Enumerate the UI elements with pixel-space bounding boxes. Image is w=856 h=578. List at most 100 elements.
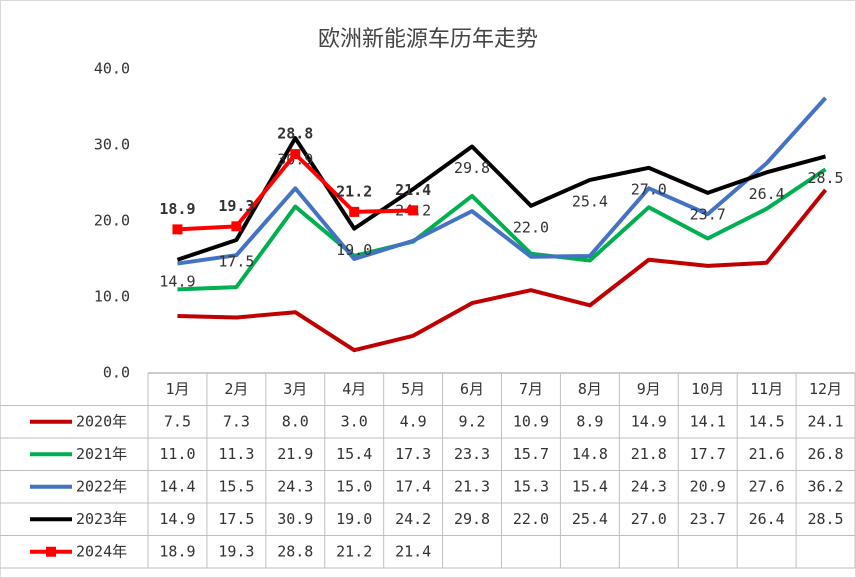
- data-label: 28.8: [277, 125, 313, 143]
- table-cell: 19.3: [218, 542, 254, 560]
- table-cell: 28.5: [807, 510, 843, 528]
- legend-label: 2022年: [76, 477, 127, 495]
- table-cell: 21.2: [336, 542, 372, 560]
- legend-marker: [46, 546, 56, 557]
- table-cell: 15.3: [513, 477, 549, 495]
- table-cell: 14.9: [631, 412, 667, 430]
- x-tick-label: 3月: [283, 380, 307, 398]
- x-tick-label: 2月: [224, 380, 248, 398]
- table-cell: 10.9: [513, 412, 549, 430]
- x-tick-label: 6月: [460, 380, 484, 398]
- x-tick-label: 7月: [519, 380, 543, 398]
- marker: [172, 224, 183, 235]
- table-cell: 11.0: [159, 445, 195, 463]
- data-label: 14.9: [159, 272, 195, 290]
- data-label: 29.8: [454, 159, 490, 177]
- table-cell: 25.4: [572, 510, 608, 528]
- data-label: 17.5: [218, 253, 254, 271]
- table-cell: 7.5: [164, 412, 191, 430]
- x-tick-label: 10月: [691, 380, 724, 398]
- table-cell: 15.4: [336, 445, 372, 463]
- table-cell: 14.5: [749, 412, 785, 430]
- table-cell: 21.4: [395, 542, 431, 560]
- table-cell: 23.7: [690, 510, 726, 528]
- legend-label: 2021年: [76, 445, 127, 463]
- table-cell: 23.3: [454, 445, 490, 463]
- table-cell: 36.2: [807, 477, 843, 495]
- legend-label: 2024年: [76, 542, 127, 560]
- data-label: 22.0: [513, 218, 549, 236]
- data-label: 23.7: [690, 205, 726, 223]
- table-cell: 29.8: [454, 510, 490, 528]
- data-label: 19.0: [336, 241, 372, 259]
- table-cell: 3.0: [341, 412, 368, 430]
- x-tick-label: 12月: [809, 380, 842, 398]
- table-cell: 24.2: [395, 510, 431, 528]
- x-tick-label: 8月: [578, 380, 602, 398]
- table-cell: 15.7: [513, 445, 549, 463]
- data-label: 18.9: [159, 200, 195, 218]
- series-line: [177, 167, 827, 292]
- table-cell: 4.9: [400, 412, 427, 430]
- table-cell: 24.1: [807, 412, 843, 430]
- data-label: 26.4: [749, 185, 785, 203]
- data-label: 21.4: [395, 181, 431, 199]
- table-cell: 8.9: [576, 412, 603, 430]
- table-cell: 15.0: [336, 477, 372, 495]
- x-tick-label: 9月: [637, 380, 661, 398]
- table-cell: 24.3: [631, 477, 667, 495]
- table-cell: 9.2: [458, 412, 485, 430]
- table-cell: 17.4: [395, 477, 431, 495]
- table-cell: 21.3: [454, 477, 490, 495]
- table-cell: 17.5: [218, 510, 254, 528]
- table-cell: 26.4: [749, 510, 785, 528]
- marker: [290, 149, 301, 160]
- table-cell: 28.8: [277, 542, 313, 560]
- table-cell: 14.1: [690, 412, 726, 430]
- table-cell: 15.5: [218, 477, 254, 495]
- table-cell: 20.9: [690, 477, 726, 495]
- table-cell: 22.0: [513, 510, 549, 528]
- y-tick-label: 10.0: [94, 288, 130, 306]
- marker: [408, 205, 419, 216]
- table-cell: 14.8: [572, 445, 608, 463]
- x-tick-label: 5月: [401, 380, 425, 398]
- data-label: 28.5: [807, 169, 843, 187]
- data-label: 21.2: [336, 182, 372, 200]
- x-tick-label: 11月: [750, 380, 783, 398]
- table-cell: 7.3: [223, 412, 250, 430]
- data-label: 19.3: [218, 197, 254, 215]
- table-cell: 27.6: [749, 477, 785, 495]
- x-tick-label: 1月: [165, 380, 189, 398]
- table-cell: 30.9: [277, 510, 313, 528]
- chart-title: 欧洲新能源车历年走势: [318, 27, 538, 52]
- marker: [231, 221, 242, 232]
- data-label: 27.0: [631, 180, 667, 198]
- table-cell: 11.3: [218, 445, 254, 463]
- y-tick-label: 40.0: [94, 60, 130, 78]
- table-cell: 21.8: [631, 445, 667, 463]
- table-cell: 26.8: [807, 445, 843, 463]
- table-cell: 8.0: [282, 412, 309, 430]
- table-cell: 21.9: [277, 445, 313, 463]
- legend-label: 2023年: [76, 510, 127, 528]
- series-line: [177, 188, 828, 353]
- series-line: [177, 96, 828, 266]
- table-cell: 17.7: [690, 445, 726, 463]
- y-tick-label: 0.0: [103, 364, 130, 382]
- legend-label: 2020年: [76, 412, 127, 430]
- table-cell: 17.3: [395, 445, 431, 463]
- table-cell: 21.6: [749, 445, 785, 463]
- marker: [349, 206, 360, 217]
- series-line: [176, 136, 827, 262]
- table-cell: 24.3: [277, 477, 313, 495]
- y-tick-label: 30.0: [94, 136, 130, 154]
- table-cell: 14.4: [159, 477, 195, 495]
- table-cell: 15.4: [572, 477, 608, 495]
- table-cell: 27.0: [631, 510, 667, 528]
- table-cell: 19.0: [336, 510, 372, 528]
- y-tick-label: 20.0: [94, 212, 130, 230]
- table-cell: 14.9: [159, 510, 195, 528]
